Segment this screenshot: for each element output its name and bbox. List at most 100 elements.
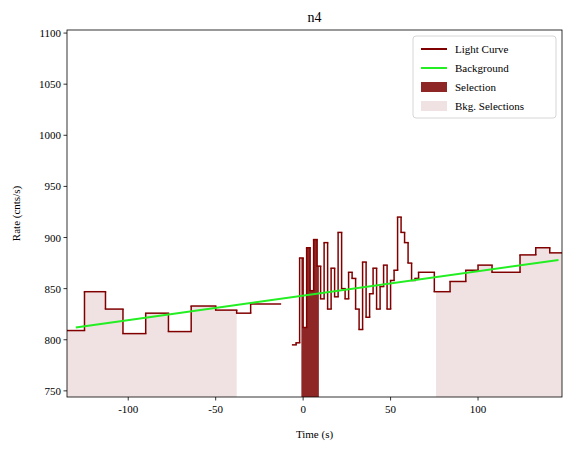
- legend-label: Bkg. Selections: [455, 100, 524, 112]
- step-riser: [418, 272, 420, 278]
- step-riser: [411, 263, 413, 280]
- step-riser: [105, 292, 107, 309]
- step-riser: [145, 313, 147, 333]
- step-riser: [477, 265, 479, 270]
- legend-swatch: [421, 67, 447, 69]
- step-riser: [407, 243, 409, 263]
- light-curve-step: [520, 254, 536, 256]
- step-riser: [449, 281, 451, 291]
- step-riser: [309, 248, 311, 291]
- legend-box: [413, 36, 556, 118]
- step-riser: [168, 313, 170, 331]
- step-riser: [341, 232, 343, 288]
- light-curve-step: [434, 291, 450, 293]
- y-tick-label: 950: [45, 180, 62, 192]
- step-riser: [330, 268, 332, 309]
- light-curve-step: [123, 333, 146, 335]
- step-riser: [337, 232, 339, 296]
- light-curve-step: [84, 291, 105, 293]
- x-tick: [128, 397, 129, 401]
- step-riser: [362, 262, 364, 329]
- step-riser: [327, 243, 329, 309]
- step-riser: [372, 268, 374, 294]
- step-riser: [535, 248, 537, 255]
- step-riser: [376, 268, 378, 309]
- step-riser: [379, 287, 381, 309]
- step-riser: [390, 280, 392, 309]
- light-curve-step: [67, 330, 84, 332]
- step-riser: [313, 240, 315, 291]
- frame: [67, 30, 562, 397]
- step-riser: [358, 309, 360, 329]
- y-tick-label: 1000: [39, 129, 62, 141]
- step-riser: [397, 217, 399, 270]
- step-riser: [250, 304, 252, 313]
- legend-swatch: [421, 101, 447, 111]
- step-riser: [434, 272, 436, 291]
- legend-label: Light Curve: [455, 43, 509, 55]
- light-curve-step: [550, 252, 562, 254]
- light-curve-step: [216, 309, 237, 311]
- y-tick-label: 900: [45, 232, 62, 244]
- light-curve-step: [450, 281, 466, 283]
- step-riser: [369, 294, 371, 318]
- light-curve-step: [419, 272, 435, 274]
- step-riser: [316, 240, 318, 267]
- step-riser: [306, 248, 308, 328]
- light-curve-step: [251, 303, 281, 305]
- y-tick-label: 1050: [39, 78, 62, 90]
- step-riser: [393, 270, 395, 280]
- light-curve-step: [191, 305, 215, 307]
- light-curve-step: [237, 312, 251, 314]
- x-axis-label: Time (s): [296, 428, 334, 441]
- x-tick-label: 50: [385, 403, 397, 415]
- step-riser: [386, 265, 388, 309]
- step-riser: [519, 255, 521, 272]
- y-tick-label: 750: [45, 385, 62, 397]
- y-tick: [64, 339, 68, 340]
- legend-swatch: [421, 82, 447, 92]
- step-riser: [190, 306, 192, 332]
- legend-swatch: [421, 48, 447, 50]
- step-riser: [84, 292, 86, 331]
- step-riser: [348, 272, 350, 299]
- x-tick: [478, 397, 479, 401]
- light-curve-step: [168, 331, 191, 333]
- background-line: [76, 260, 559, 327]
- step-riser: [334, 268, 336, 297]
- background: [0, 0, 576, 450]
- x-tick-label: 0: [300, 403, 306, 415]
- legend-label: Background: [455, 62, 509, 74]
- x-tick: [215, 397, 216, 401]
- x-tick: [390, 397, 391, 401]
- y-tick-label: 850: [45, 283, 62, 295]
- step-riser: [299, 258, 301, 343]
- step-riser: [302, 258, 304, 328]
- y-tick: [64, 84, 68, 85]
- light-curve-step: [146, 312, 169, 314]
- y-tick: [64, 390, 68, 391]
- x-tick-label: -50: [208, 403, 223, 415]
- step-riser: [400, 217, 402, 232]
- y-axis-label: Rate (cnts/s): [10, 186, 23, 242]
- light-curve-step: [492, 272, 520, 274]
- plot-data: [67, 217, 562, 397]
- selection-area: [301, 240, 318, 397]
- y-tick: [64, 237, 68, 238]
- step-riser: [404, 232, 406, 242]
- y-tick: [64, 135, 68, 136]
- step-riser: [323, 243, 325, 299]
- x-tick: [303, 397, 304, 401]
- light-curve-step: [478, 264, 492, 266]
- selection-area: [436, 248, 562, 397]
- step-riser: [351, 272, 353, 278]
- legend-label: Selection: [455, 81, 496, 93]
- step-riser: [365, 262, 367, 317]
- title: n4: [308, 10, 322, 25]
- light-curve-step: [536, 247, 550, 249]
- x-tick-label: 100: [470, 403, 487, 415]
- y-tick: [64, 186, 68, 187]
- step-riser: [355, 278, 357, 309]
- y-tick: [64, 33, 68, 34]
- light-curve-step: [105, 308, 122, 310]
